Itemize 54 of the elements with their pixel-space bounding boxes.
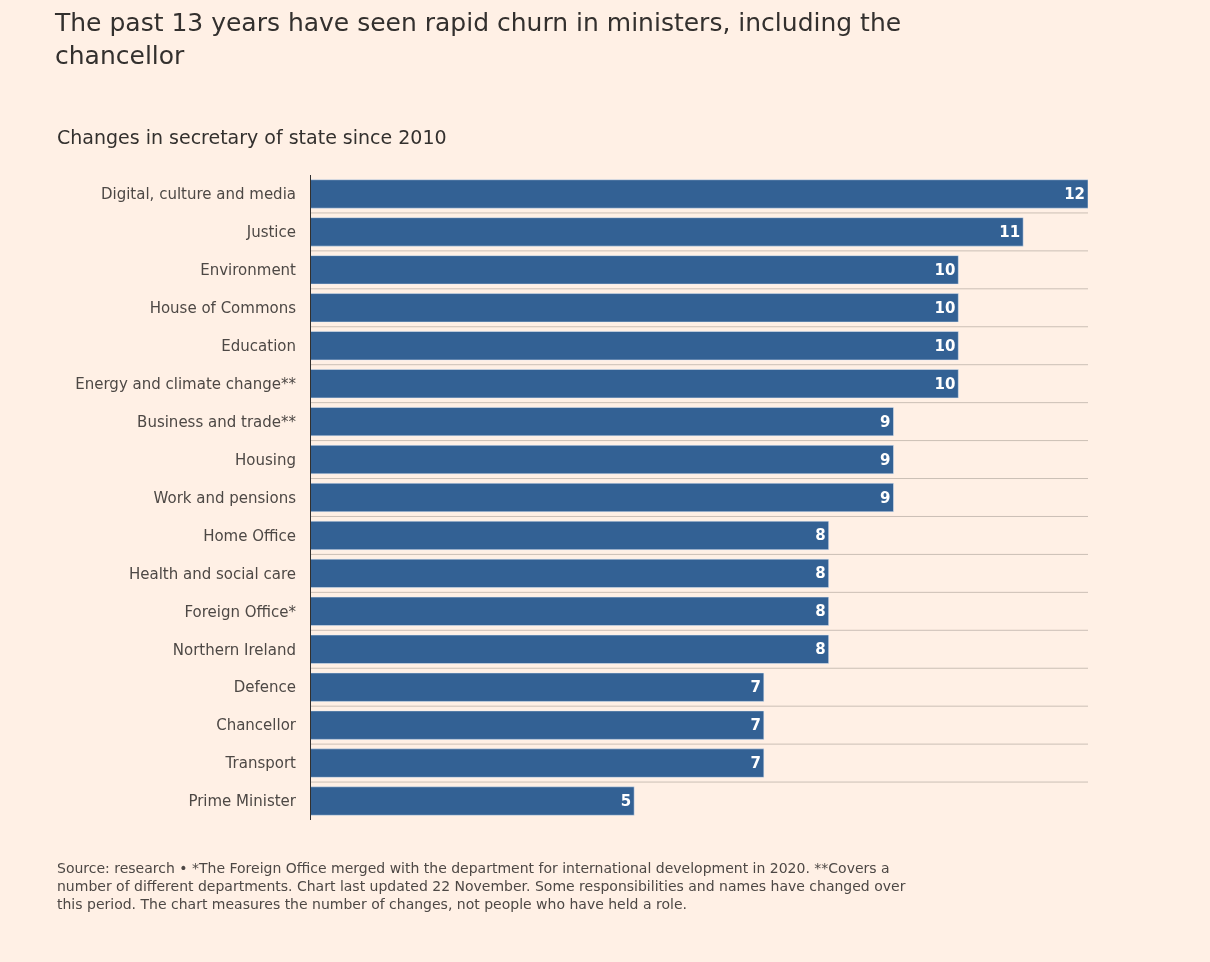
data-label: 10	[934, 374, 956, 393]
data-label: 8	[815, 602, 826, 621]
bar	[310, 407, 894, 437]
y-tick-label: Justice	[245, 223, 296, 242]
y-tick-label: Foreign Office*	[184, 602, 297, 621]
data-label: 7	[750, 678, 761, 697]
bar	[310, 483, 894, 512]
bar	[310, 786, 635, 816]
bar	[310, 369, 959, 399]
y-tick-label: Defence	[233, 678, 296, 697]
y-tick-label: Home Office	[203, 526, 296, 545]
y-tick-label: Health and social care	[128, 564, 296, 583]
y-tick-label: Northern Ireland	[172, 640, 296, 659]
bar	[310, 634, 829, 664]
y-tick-label: Environment	[200, 261, 297, 280]
data-label: 9	[880, 412, 891, 431]
y-tick-label: Transport	[224, 754, 297, 773]
data-label: 11	[999, 222, 1021, 241]
bar	[310, 558, 829, 588]
bar	[310, 331, 959, 361]
y-tick-label: Chancellor	[216, 716, 297, 735]
data-label: 10	[934, 260, 956, 279]
bar	[310, 255, 959, 285]
data-label: 8	[815, 640, 826, 659]
bar	[310, 445, 894, 475]
y-tick-label: Education	[221, 336, 296, 355]
y-tick-label: Digital, culture and media	[100, 185, 296, 204]
bar	[310, 748, 765, 778]
bar	[310, 520, 829, 550]
data-label: 5	[620, 792, 632, 811]
bar	[310, 596, 829, 626]
data-label: 7	[750, 716, 761, 735]
chart-title: The past 13 years have seen rapid churn in ministers, including the chancellor	[54, 8, 902, 70]
data-label: 8	[815, 564, 826, 583]
bar	[310, 179, 1088, 209]
y-tick-label: Prime Minister	[188, 792, 297, 811]
data-label: 7	[750, 754, 761, 773]
data-label: 12	[1064, 184, 1085, 203]
y-tick-label: House of Commons	[149, 299, 297, 318]
y-tick-label: Work and pensions	[153, 488, 297, 507]
bar	[310, 710, 765, 740]
data-label: 8	[815, 526, 826, 545]
data-label: 10	[934, 298, 956, 317]
bar	[310, 293, 959, 323]
bar	[310, 672, 765, 702]
y-tick-label: Housing	[235, 450, 296, 469]
data-label: 9	[880, 450, 891, 469]
chart-subtitle: Changes in secretary of state since 2010	[57, 126, 447, 148]
data-label: 9	[880, 488, 891, 507]
y-tick-label: Business and trade**	[137, 412, 297, 431]
data-label: 10	[934, 336, 956, 355]
bar	[310, 217, 1024, 247]
source-note: Source: research • *The Foreign Office merged with the department for international development in 2020. **Covers a number of different departments. Chart last updated 22 November. Some responsibilities and names have changed over this period. The chart measures the number of changes, not people who have held a role.	[57, 860, 906, 913]
y-tick-label: Energy and climate change**	[75, 374, 297, 393]
